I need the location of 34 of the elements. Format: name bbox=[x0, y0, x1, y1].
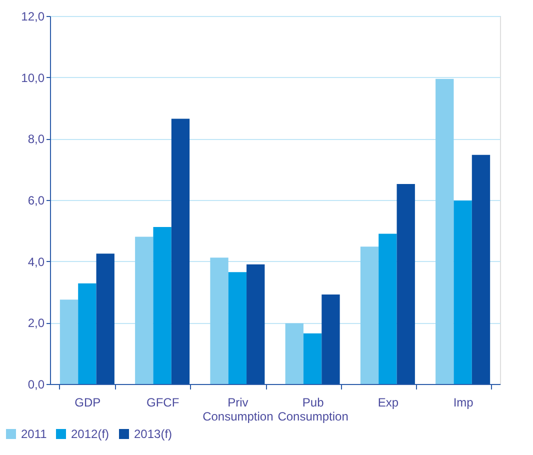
bar bbox=[246, 264, 265, 384]
y-tick-label: 4,0 bbox=[28, 254, 45, 269]
legend-label: 2012(f) bbox=[71, 427, 110, 441]
bar bbox=[153, 226, 172, 384]
bar bbox=[454, 200, 472, 384]
bar bbox=[78, 283, 96, 384]
y-tick-label: 6,0 bbox=[28, 194, 45, 208]
x-tick-label: Pub Consumption bbox=[278, 396, 348, 424]
y-tick-label: 12,0 bbox=[21, 10, 45, 24]
bar bbox=[285, 323, 304, 384]
legend-label: 2011 bbox=[21, 427, 48, 441]
x-tick-label: Imp bbox=[453, 396, 474, 410]
x-tick-label: GFCF bbox=[146, 396, 180, 410]
bar bbox=[378, 234, 397, 384]
x-tick-label: GDP bbox=[74, 396, 101, 410]
x-tick-label: Priv Consumption bbox=[202, 396, 274, 424]
bar bbox=[135, 236, 154, 384]
bar bbox=[171, 118, 190, 384]
bar bbox=[96, 254, 114, 384]
y-tick-label: 8,0 bbox=[28, 132, 45, 146]
y-tick-label: 10,0 bbox=[21, 70, 45, 85]
bar bbox=[60, 300, 78, 384]
bar bbox=[436, 78, 454, 384]
bar bbox=[322, 294, 340, 384]
bar bbox=[303, 333, 322, 384]
bar bbox=[396, 184, 415, 384]
bar bbox=[360, 246, 379, 384]
bar bbox=[472, 154, 490, 384]
bar bbox=[228, 272, 247, 384]
y-tick-label: 0,0 bbox=[28, 378, 45, 392]
legend-label: 2013(f) bbox=[134, 427, 172, 441]
bar bbox=[210, 258, 228, 384]
x-tick-label: Exp bbox=[378, 396, 399, 410]
y-tick-label: 2,0 bbox=[28, 316, 45, 330]
